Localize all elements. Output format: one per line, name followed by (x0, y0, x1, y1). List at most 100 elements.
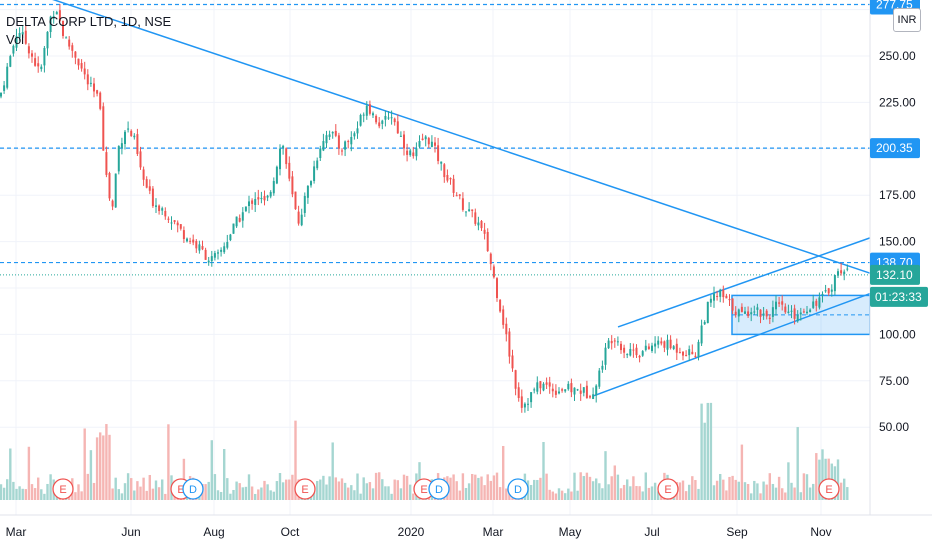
candle-body (40, 66, 43, 70)
volume-bar (492, 475, 496, 500)
candle-body (527, 403, 529, 405)
volume-bar (83, 428, 86, 500)
volume-bar (114, 477, 117, 500)
event-letter: D (514, 484, 522, 496)
candle-body (517, 387, 520, 399)
volume-bar (316, 480, 319, 500)
volume-bar (238, 483, 241, 500)
candle-body (412, 152, 415, 157)
volume-bar (657, 491, 660, 500)
candle-body (756, 307, 759, 310)
candle-body (703, 322, 706, 325)
volume-bar (142, 477, 145, 500)
volume-bar (843, 478, 846, 500)
volume-bar (805, 474, 809, 500)
candle-body (359, 114, 362, 126)
volume-bar (80, 491, 83, 500)
candle-body (688, 349, 691, 356)
candle-body (672, 346, 675, 349)
candle-body (694, 355, 697, 357)
chart-grid (0, 0, 870, 515)
candle-body (108, 173, 111, 199)
channel-upper (617, 237, 871, 328)
candle-body (700, 325, 703, 344)
candle-body (806, 311, 808, 314)
volume-bar (371, 488, 375, 500)
symbol-title[interactable]: DELTA CORP LTD, 1D, NSE (6, 14, 172, 29)
volume-bar (495, 472, 499, 500)
time-axis[interactable]: Mar Jun Aug Oct 2020 Mar May Jul Sep Nov (0, 514, 932, 539)
price-axis[interactable]: 50.00 75.00 100.00 150.00 175.00 225.00 250.00… (869, 0, 932, 515)
volume-bar (576, 490, 579, 500)
volume-bar (33, 488, 37, 500)
candle-body (322, 141, 325, 151)
volume-bar (753, 480, 756, 500)
candle-body (654, 343, 657, 347)
candle-body (582, 387, 585, 393)
volume-bar (461, 473, 465, 500)
candle-body (62, 20, 64, 36)
candle-body (647, 346, 650, 349)
volume-bar (719, 473, 722, 500)
candle-body (536, 382, 539, 392)
candle-body (319, 148, 322, 159)
volume-bar (15, 488, 18, 500)
candle-body (409, 150, 412, 156)
candle-body (229, 234, 232, 241)
candle-body (787, 311, 790, 313)
volume-bar (294, 420, 297, 500)
candle-body (843, 271, 846, 275)
volume-bar (139, 486, 142, 500)
candle-body (403, 134, 405, 149)
candle-body (15, 36, 18, 48)
candle-body (734, 311, 737, 316)
volume-bar (836, 459, 840, 500)
candle-body (474, 212, 477, 224)
earnings-event-icon (52, 478, 74, 500)
candle-body (102, 106, 105, 151)
candle-body (275, 166, 278, 184)
candle-body (796, 315, 799, 322)
volume-bar (839, 482, 843, 500)
candle-body (226, 241, 229, 248)
candle-body (300, 214, 303, 226)
volume-bar (480, 476, 483, 500)
candle-body (381, 120, 384, 124)
candle-body (387, 117, 390, 119)
volume-bar (486, 474, 489, 500)
volume-bar (474, 474, 477, 500)
price-tick-label: 175.00 (879, 188, 916, 202)
volume-bar (244, 486, 248, 500)
volume-bar (604, 451, 607, 500)
volume-bar (260, 487, 263, 500)
candle-body (523, 403, 526, 408)
candle-body (257, 197, 260, 200)
candle-body (465, 211, 467, 213)
candle-body (263, 196, 266, 201)
event-letter: E (664, 484, 671, 496)
candle-body (635, 347, 638, 356)
candle-body (424, 136, 427, 140)
volume-bar (95, 437, 99, 500)
volume-bar (638, 486, 641, 500)
volume-bar (130, 478, 133, 500)
candle-body (685, 354, 688, 356)
volume-bar (619, 488, 623, 500)
candle-body (809, 309, 812, 312)
candle-body (443, 164, 446, 178)
candle-body (46, 31, 49, 49)
volume-bar (706, 402, 709, 500)
volume-bar (365, 483, 368, 500)
event-letter: E (177, 484, 184, 496)
candle-body (778, 302, 781, 304)
candle-body (486, 231, 489, 251)
volume-label[interactable]: Vol (6, 32, 25, 47)
candle-body (452, 178, 455, 193)
volume-bar (781, 488, 784, 500)
volume-bar (821, 449, 824, 500)
level-badge-label: 200.35 (876, 141, 913, 155)
candle-body (238, 217, 241, 222)
candle-body (620, 343, 622, 351)
volume-bar (278, 473, 282, 500)
